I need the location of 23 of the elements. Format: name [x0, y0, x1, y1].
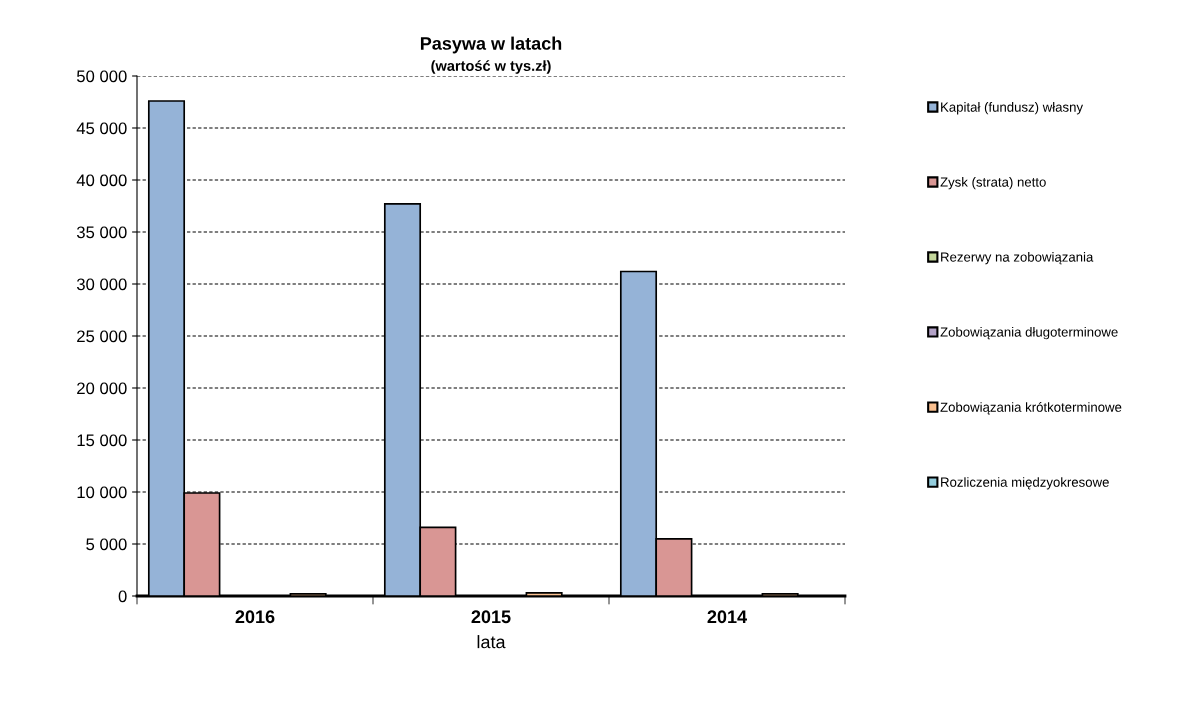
x-axis-title: lata	[477, 635, 506, 649]
y-tick-label: 20 000	[77, 382, 127, 395]
y-tick-label: 10 000	[77, 486, 127, 499]
legend-label: Kapitał (fundusz) własny	[941, 102, 1084, 115]
chart-title: Pasywa w latach	[420, 36, 562, 54]
y-tick-label: 5 000	[86, 538, 127, 551]
y-tick-label: 50 000	[76, 70, 127, 83]
legend-label: Rezerwy na zobowiązania	[941, 252, 1094, 265]
legend-label: Rozliczenia międzyokresowe	[941, 477, 1109, 490]
y-tick-label: 0	[118, 590, 127, 603]
legend-label: Zysk (strata) netto	[940, 177, 1046, 190]
y-tick-label: 35 000	[76, 226, 127, 239]
legend-label: Zobowiązania długoterminowe	[940, 327, 1118, 340]
x-tick-label: 2014	[707, 610, 747, 624]
chart-subtitle: (wartość w tys.zł)	[431, 60, 551, 74]
y-tick-label: 30 000	[76, 278, 127, 291]
y-tick-label: 40 000	[76, 174, 127, 187]
x-tick-label: 2015	[471, 610, 511, 624]
x-tick-label: 2016	[235, 610, 275, 624]
y-tick-label: 25 000	[77, 330, 127, 343]
y-tick-label: 15 000	[77, 434, 127, 447]
legend-label: Zobowiązania krótkoterminowe	[940, 402, 1122, 415]
y-tick-label: 45 000	[76, 122, 127, 135]
